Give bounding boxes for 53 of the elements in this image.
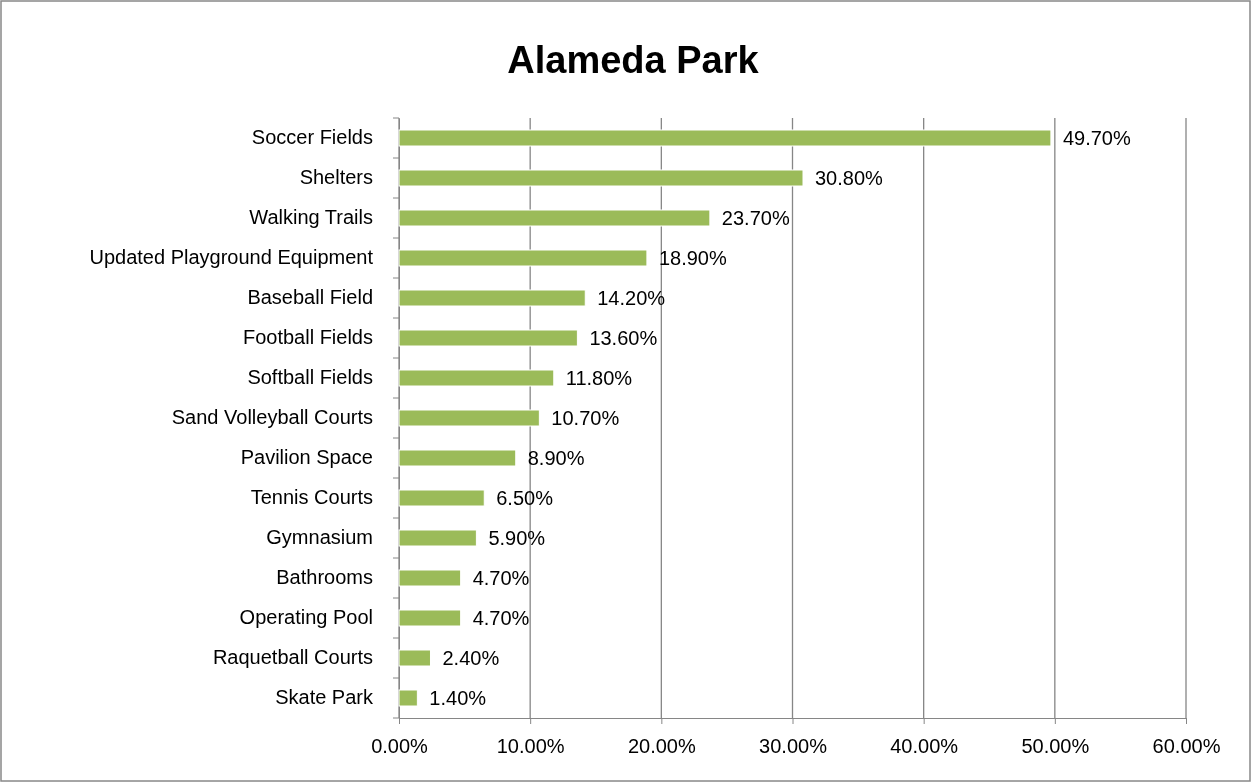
bar: [398, 529, 477, 547]
data-label: 18.90%: [658, 247, 727, 269]
bar: [398, 289, 586, 307]
bar: [398, 649, 431, 667]
x-tick-label: 0.00%: [371, 735, 429, 757]
bar: [398, 169, 804, 187]
data-label: 8.90%: [527, 447, 585, 469]
bar: [398, 489, 485, 507]
x-tick-label: 30.00%: [759, 735, 828, 757]
data-label: 4.70%: [472, 607, 530, 629]
data-label: 30.80%: [814, 167, 884, 189]
data-label: 6.50%: [496, 487, 554, 509]
y-tick-label: Football Fields: [242, 326, 373, 349]
bar: [398, 129, 1052, 147]
bar: [398, 449, 517, 467]
x-tick-label: 50.00%: [1021, 735, 1090, 757]
y-tick-label: Tennis Courts: [250, 486, 373, 509]
x-tick-label: 60.00%: [1152, 735, 1221, 757]
y-tick-label: Pavilion Space: [240, 446, 373, 469]
y-tick-label: Bathrooms: [276, 566, 373, 589]
y-tick-label: Gymnasium: [266, 526, 373, 549]
chart-title: Alameda Park: [507, 39, 760, 81]
data-label: 2.40%: [442, 647, 500, 669]
y-tick-label: Raquetball Courts: [212, 646, 373, 669]
x-tick-label: 40.00%: [890, 735, 959, 757]
data-label: 5.90%: [488, 527, 546, 549]
bar: [398, 569, 462, 587]
x-tick-label: 20.00%: [627, 735, 696, 757]
y-tick-label: Skate Park: [275, 686, 374, 709]
y-tick-label: Baseball Field: [247, 286, 373, 309]
bar: [398, 329, 578, 347]
data-label: 14.20%: [597, 287, 666, 309]
bar: [398, 209, 711, 227]
y-tick-label: Shelters: [299, 166, 373, 189]
data-label: 49.70%: [1062, 127, 1131, 149]
data-label: 23.70%: [721, 207, 790, 229]
y-tick-label: Soccer Fields: [251, 126, 373, 149]
bar: [398, 249, 648, 267]
bar: [398, 409, 540, 427]
data-label: 13.60%: [589, 327, 658, 349]
y-tick-label: Updated Playground Equipment: [89, 246, 374, 269]
y-tick-label: Operating Pool: [239, 606, 373, 629]
y-tick-label: Softball Fields: [247, 366, 373, 389]
data-label: 1.40%: [429, 687, 487, 709]
bar: [398, 369, 555, 387]
bar: [398, 689, 418, 707]
x-tick-label: 10.00%: [496, 735, 565, 757]
bar: [398, 609, 462, 627]
data-label: 10.70%: [551, 407, 620, 429]
data-label: 11.80%: [565, 367, 633, 389]
y-tick-label: Sand Volleyball Courts: [171, 406, 373, 429]
data-label: 4.70%: [472, 567, 530, 589]
y-tick-label: Walking Trails: [249, 206, 373, 229]
